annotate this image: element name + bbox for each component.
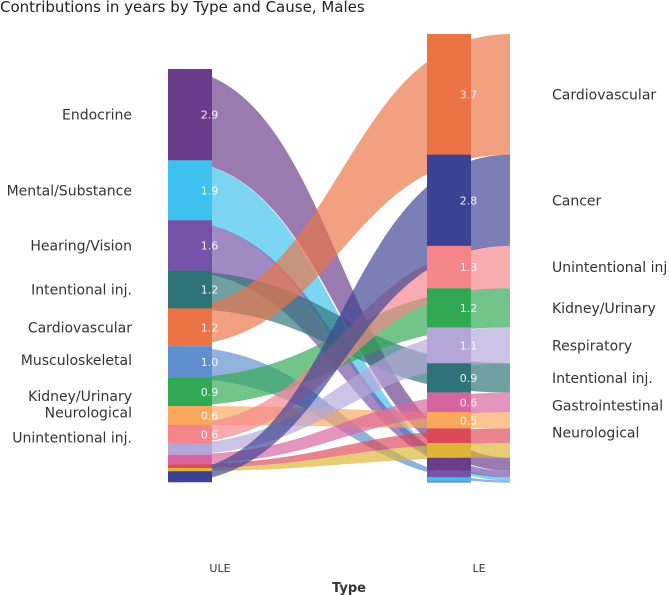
ule-value-hearing-vision: 1.6 bbox=[201, 239, 219, 252]
ule-segment-respiratory bbox=[168, 443, 212, 455]
ule-segment-intentional-inj bbox=[168, 270, 212, 309]
ule-segment-cancer bbox=[168, 471, 212, 483]
le-label-gastrointestinal: Gastrointestinal bbox=[552, 398, 663, 414]
le-label-cardiovascular: Cardiovascular bbox=[552, 87, 656, 103]
ule-segment-other-b bbox=[168, 468, 212, 472]
le-segment-cardiovascular bbox=[427, 34, 471, 155]
x-tick-le: LE bbox=[472, 562, 485, 575]
flow-link-respiratory bbox=[172, 327, 510, 455]
flow-link-endocrine bbox=[172, 69, 510, 471]
x-tick-ule: ULE bbox=[209, 562, 230, 575]
le-value-respiratory: 1.1 bbox=[460, 339, 478, 352]
ule-segment-cardiovascular bbox=[168, 308, 212, 347]
le-label-intentional-inj: Intentional inj. bbox=[552, 371, 653, 387]
ule-value-neurological: 0.6 bbox=[201, 410, 219, 423]
ule-segment-unintentional-inj bbox=[168, 424, 212, 444]
le-label-cancer: Cancer bbox=[552, 193, 602, 209]
le-value-gastrointestinal: 0.6 bbox=[460, 396, 478, 409]
ule-segment-hearing-vision bbox=[168, 220, 212, 271]
le-label-neurological: Neurological bbox=[552, 425, 639, 441]
flow-link-other-b bbox=[172, 443, 510, 472]
ule-label-hearing-vision: Hearing/Vision bbox=[30, 238, 132, 254]
ule-segment-mental-substance bbox=[168, 160, 212, 221]
le-segment-cancer bbox=[427, 154, 471, 246]
ule-label-endocrine: Endocrine bbox=[62, 108, 132, 124]
ule-segment-gastrointestinal bbox=[168, 454, 212, 465]
ule-segment-endocrine bbox=[168, 69, 212, 161]
ule-segment-other-a bbox=[168, 464, 212, 469]
ule-value-kidney-urinary: 0.9 bbox=[201, 386, 219, 399]
ule-label-intentional-inj: Intentional inj. bbox=[31, 283, 132, 299]
ule-label-unintentional-inj: Unintentional inj. bbox=[12, 430, 132, 446]
ule-label-neurological: Neurological bbox=[45, 406, 132, 422]
le-segment-other-b bbox=[427, 443, 471, 458]
le-segment-endocrine bbox=[427, 457, 471, 471]
ule-label-musculoskeletal: Musculoskeletal bbox=[21, 353, 132, 369]
le-segment-intentional-inj bbox=[427, 363, 471, 393]
le-value-intentional-inj: 0.9 bbox=[460, 372, 478, 385]
le-segment-mental-substance bbox=[427, 477, 471, 481]
le-segment-other-a bbox=[427, 428, 471, 444]
ule-value-cardiovascular: 1.2 bbox=[201, 321, 219, 334]
le-segment-gastrointestinal bbox=[427, 392, 471, 413]
le-label-kidney-urinary: Kidney/Urinary bbox=[552, 301, 656, 317]
ule-label-kidney-urinary: Kidney/Urinary bbox=[28, 389, 132, 405]
ule-value-intentional-inj: 1.2 bbox=[201, 284, 219, 297]
flow-link-cardiovascular bbox=[172, 34, 510, 347]
x-axis-title: Type bbox=[332, 581, 366, 595]
ule-value-unintentional-inj: 0.6 bbox=[201, 428, 219, 441]
ule-segment-musculoskeletal bbox=[168, 346, 212, 378]
ule-value-endocrine: 2.9 bbox=[201, 109, 219, 122]
ule-label-cardiovascular: Cardiovascular bbox=[28, 320, 132, 336]
ule-segment-neurological bbox=[168, 406, 212, 425]
le-segment-musculoskeletal bbox=[427, 480, 471, 483]
le-segment-neurological bbox=[427, 412, 471, 429]
le-segment-hearing-vision bbox=[427, 470, 471, 478]
labels: 2.9 Endocrine 1.9 Mental/Substance 1.6 Hearin… bbox=[7, 87, 669, 446]
ule-value-musculoskeletal: 1.0 bbox=[201, 356, 219, 369]
le-value-unintentional-inj: 1.3 bbox=[460, 261, 478, 274]
le-column bbox=[427, 34, 471, 483]
flow-link-cancer bbox=[172, 154, 510, 483]
flow-links bbox=[172, 34, 510, 483]
le-label-unintentional-inj: Unintentional inj. bbox=[552, 260, 669, 276]
le-value-cancer: 2.8 bbox=[460, 194, 478, 207]
le-label-respiratory: Respiratory bbox=[552, 338, 632, 354]
le-segment-kidney-urinary bbox=[427, 288, 471, 328]
ule-segment-kidney-urinary bbox=[168, 377, 212, 407]
le-segment-unintentional-inj bbox=[427, 245, 471, 289]
ule-value-mental-substance: 1.9 bbox=[201, 184, 219, 197]
ule-column bbox=[168, 69, 212, 483]
le-value-cardiovascular: 3.7 bbox=[460, 88, 478, 101]
le-value-kidney-urinary: 1.2 bbox=[460, 302, 478, 315]
flow-link-gastrointestinal bbox=[172, 392, 510, 465]
le-value-neurological: 0.5 bbox=[460, 414, 478, 427]
ule-label-mental-substance: Mental/Substance bbox=[7, 183, 132, 199]
le-segment-respiratory bbox=[427, 327, 471, 364]
chart-title: Contributions in years by Type and Cause… bbox=[0, 0, 365, 16]
flow-link-other-a bbox=[172, 428, 510, 469]
